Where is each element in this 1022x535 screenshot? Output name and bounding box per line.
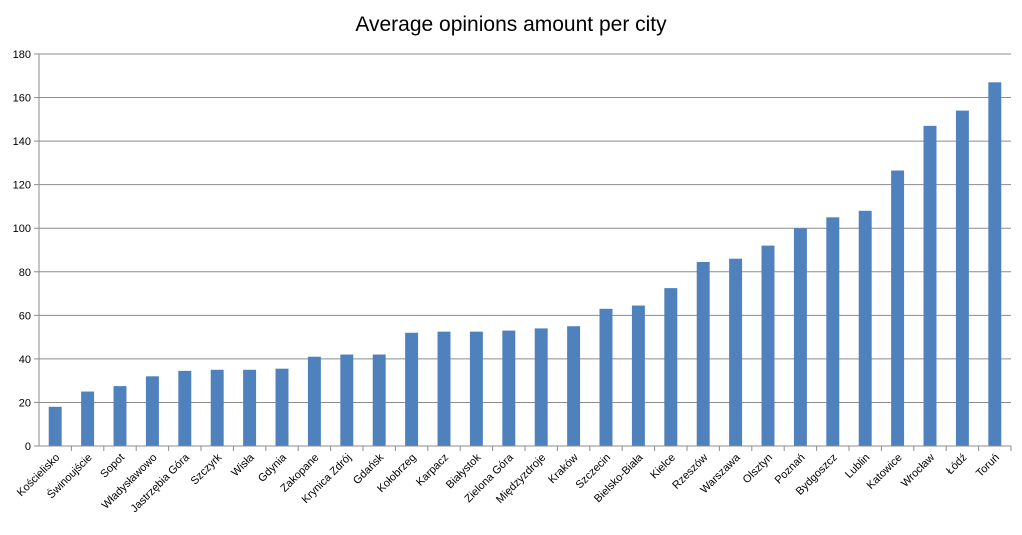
- bar: [534, 328, 548, 446]
- bar: [469, 331, 483, 446]
- x-category-label: Katowice: [865, 452, 905, 492]
- y-tick-label: 120: [13, 180, 31, 192]
- bar: [793, 228, 807, 446]
- bar: [307, 356, 321, 446]
- bar: [210, 369, 224, 446]
- bar: [145, 376, 159, 446]
- x-category-label: Wrocław: [899, 452, 937, 490]
- bar: [48, 406, 62, 446]
- bar: [599, 308, 613, 446]
- x-category-label: Szczyrk: [189, 451, 225, 487]
- bar: [988, 82, 1002, 447]
- x-category-label: Wisła: [229, 451, 257, 479]
- y-tick-label: 20: [19, 397, 31, 409]
- x-category-label: Jastrzębia Góra: [129, 451, 193, 515]
- bar: [372, 354, 386, 446]
- bar: [405, 332, 419, 446]
- bar: [567, 326, 581, 446]
- bar: [826, 217, 840, 446]
- x-category-label: Sopot: [98, 452, 127, 481]
- gridlines: [34, 53, 1011, 447]
- bar: [275, 368, 289, 446]
- y-axis-tick-labels: 0 20 40 60 80 100 120 140 160 180: [13, 49, 31, 453]
- x-category-label: Olsztyn: [741, 452, 775, 486]
- bar: [437, 331, 451, 446]
- bar: [340, 354, 354, 446]
- bar: [113, 386, 127, 446]
- x-category-label: Łódź: [944, 452, 969, 477]
- y-tick-label: 180: [13, 49, 31, 61]
- y-tick-label: 100: [13, 223, 31, 235]
- bar: [858, 210, 872, 446]
- x-category-label: Kielce: [648, 452, 678, 482]
- bar: [891, 170, 905, 446]
- bar: [81, 391, 95, 446]
- x-category-label: Lublin: [843, 452, 872, 481]
- bar: [664, 288, 678, 446]
- chart-title: Average opinions amount per city: [355, 13, 667, 36]
- axes: [38, 54, 1012, 451]
- bar: [955, 110, 969, 446]
- y-tick-label: 0: [25, 441, 31, 453]
- y-tick-label: 160: [13, 93, 31, 105]
- y-tick-label: 60: [19, 310, 31, 322]
- y-tick-label: 40: [19, 354, 31, 366]
- x-category-label: Toruń: [974, 452, 1002, 480]
- bars: [48, 82, 1002, 447]
- bar: [761, 245, 775, 446]
- bar: [729, 258, 743, 446]
- y-tick-label: 140: [13, 136, 31, 148]
- bar: [696, 261, 710, 446]
- bar: [631, 305, 645, 446]
- bar: [178, 370, 192, 446]
- y-tick-label: 80: [19, 267, 31, 279]
- bar: [923, 125, 937, 446]
- bar: [502, 330, 516, 446]
- bar: [243, 369, 257, 446]
